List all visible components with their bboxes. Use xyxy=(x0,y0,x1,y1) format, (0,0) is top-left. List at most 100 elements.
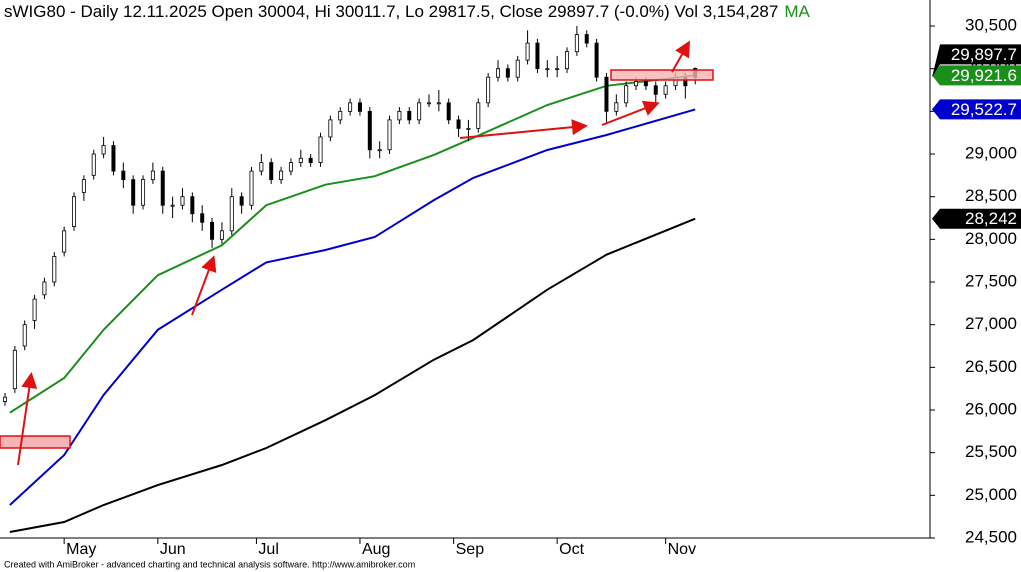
price-badge-label: 29,897.7 xyxy=(951,45,1017,64)
price-badge xyxy=(932,99,1021,120)
moving-average xyxy=(9,217,696,533)
candle-body xyxy=(259,162,264,172)
x-tick-label: Jun xyxy=(160,541,186,558)
y-tick-label: 27,500 xyxy=(965,271,1017,290)
footer: Created with AmiBroker - advanced charti… xyxy=(4,559,415,569)
candle-body xyxy=(279,170,284,181)
candle-body xyxy=(417,102,422,121)
candle-body xyxy=(486,76,491,104)
candle-body xyxy=(298,157,303,163)
candle-body xyxy=(42,281,47,296)
candle-body xyxy=(555,68,560,71)
y-tick-label: 29,000 xyxy=(965,144,1017,163)
candle-body xyxy=(426,102,431,105)
candle-body xyxy=(436,102,441,105)
candle-body xyxy=(22,324,27,347)
arrow xyxy=(17,372,38,466)
title-text: sWIG80 - Daily 12.11.2025 Open 30004, Hi… xyxy=(4,2,778,21)
candle-body xyxy=(624,85,629,104)
candle-body xyxy=(594,42,599,78)
candle-body xyxy=(170,204,175,207)
price-badge xyxy=(932,44,1021,78)
highlight-box xyxy=(0,435,71,449)
x-tick-label: Jul xyxy=(258,541,278,558)
candle-body xyxy=(653,85,658,95)
highlight-box xyxy=(610,69,714,81)
x-tick-label: Sep xyxy=(456,541,485,558)
candle-body xyxy=(32,298,37,321)
candle-body xyxy=(663,85,668,95)
candle-body xyxy=(81,179,86,193)
candle-body xyxy=(91,153,96,176)
candle-body xyxy=(318,136,323,163)
annotations xyxy=(0,40,714,466)
candle-body xyxy=(200,213,205,223)
y-tick-label: 26,500 xyxy=(965,357,1017,376)
candle-body xyxy=(328,119,333,138)
candle-body xyxy=(565,51,570,70)
candle-body xyxy=(308,157,313,163)
candle-body xyxy=(387,119,392,151)
title-bg xyxy=(0,0,925,24)
candle-body xyxy=(72,196,77,227)
chart-title: sWIG80 - Daily 12.11.2025 Open 30004, Hi… xyxy=(4,2,811,21)
candle-body xyxy=(62,230,67,253)
candle-body xyxy=(495,68,500,78)
candle-body xyxy=(52,256,57,283)
candle-body xyxy=(535,42,540,70)
arrow xyxy=(459,119,588,139)
y-tick-label: 25,500 xyxy=(965,442,1017,461)
candle-body xyxy=(160,170,165,206)
x-tick-label: Aug xyxy=(362,541,390,558)
candle-body xyxy=(229,196,234,232)
candle-body xyxy=(348,102,353,112)
y-tick-label: 28,000 xyxy=(965,229,1017,248)
y-tick-label: 28,500 xyxy=(965,186,1017,205)
candle-body xyxy=(111,145,116,172)
candle-body xyxy=(466,128,471,130)
candle-body xyxy=(288,162,293,172)
arrow xyxy=(671,40,690,73)
candle-body xyxy=(249,170,254,206)
moving-average xyxy=(9,74,696,414)
candle-body xyxy=(505,68,510,78)
candle-body xyxy=(180,196,185,206)
candle-body xyxy=(476,102,481,129)
price-badge-label: 28,242 xyxy=(965,209,1017,228)
title-suffix: MA xyxy=(784,2,810,21)
candle-body xyxy=(3,396,8,402)
arrow xyxy=(191,255,217,316)
arrow xyxy=(601,100,660,126)
x-tick-label: Oct xyxy=(559,541,584,558)
candle-body xyxy=(377,149,382,152)
y-tick-label: 24,500 xyxy=(965,527,1017,546)
candle-body xyxy=(397,110,402,121)
candle-body xyxy=(525,42,530,61)
x-tick-label: Nov xyxy=(668,541,696,558)
candle-body xyxy=(357,102,362,112)
price-badge xyxy=(932,208,1021,229)
moving-average xyxy=(9,108,696,506)
x-tick-label: May xyxy=(66,541,96,558)
candle-body xyxy=(407,110,412,121)
price-badge-label: 29,522.7 xyxy=(951,100,1017,119)
price-badge-label: 29,921.6 xyxy=(951,66,1017,85)
y-tick-label: 26,000 xyxy=(965,399,1017,418)
candle-body xyxy=(574,34,579,53)
candle-body xyxy=(446,102,451,121)
candle-body xyxy=(614,102,619,112)
candle-body xyxy=(456,119,461,129)
candle-body xyxy=(338,110,343,121)
candle-body xyxy=(150,170,155,181)
candle-body xyxy=(12,349,17,390)
candle-body xyxy=(643,81,648,87)
y-tick-label: 27,000 xyxy=(965,314,1017,333)
price-badge xyxy=(932,65,1021,86)
candle-body xyxy=(121,170,126,181)
candle-body xyxy=(545,68,550,71)
candle-body xyxy=(269,162,274,181)
candle-body xyxy=(634,81,639,87)
candle-body xyxy=(515,59,520,78)
